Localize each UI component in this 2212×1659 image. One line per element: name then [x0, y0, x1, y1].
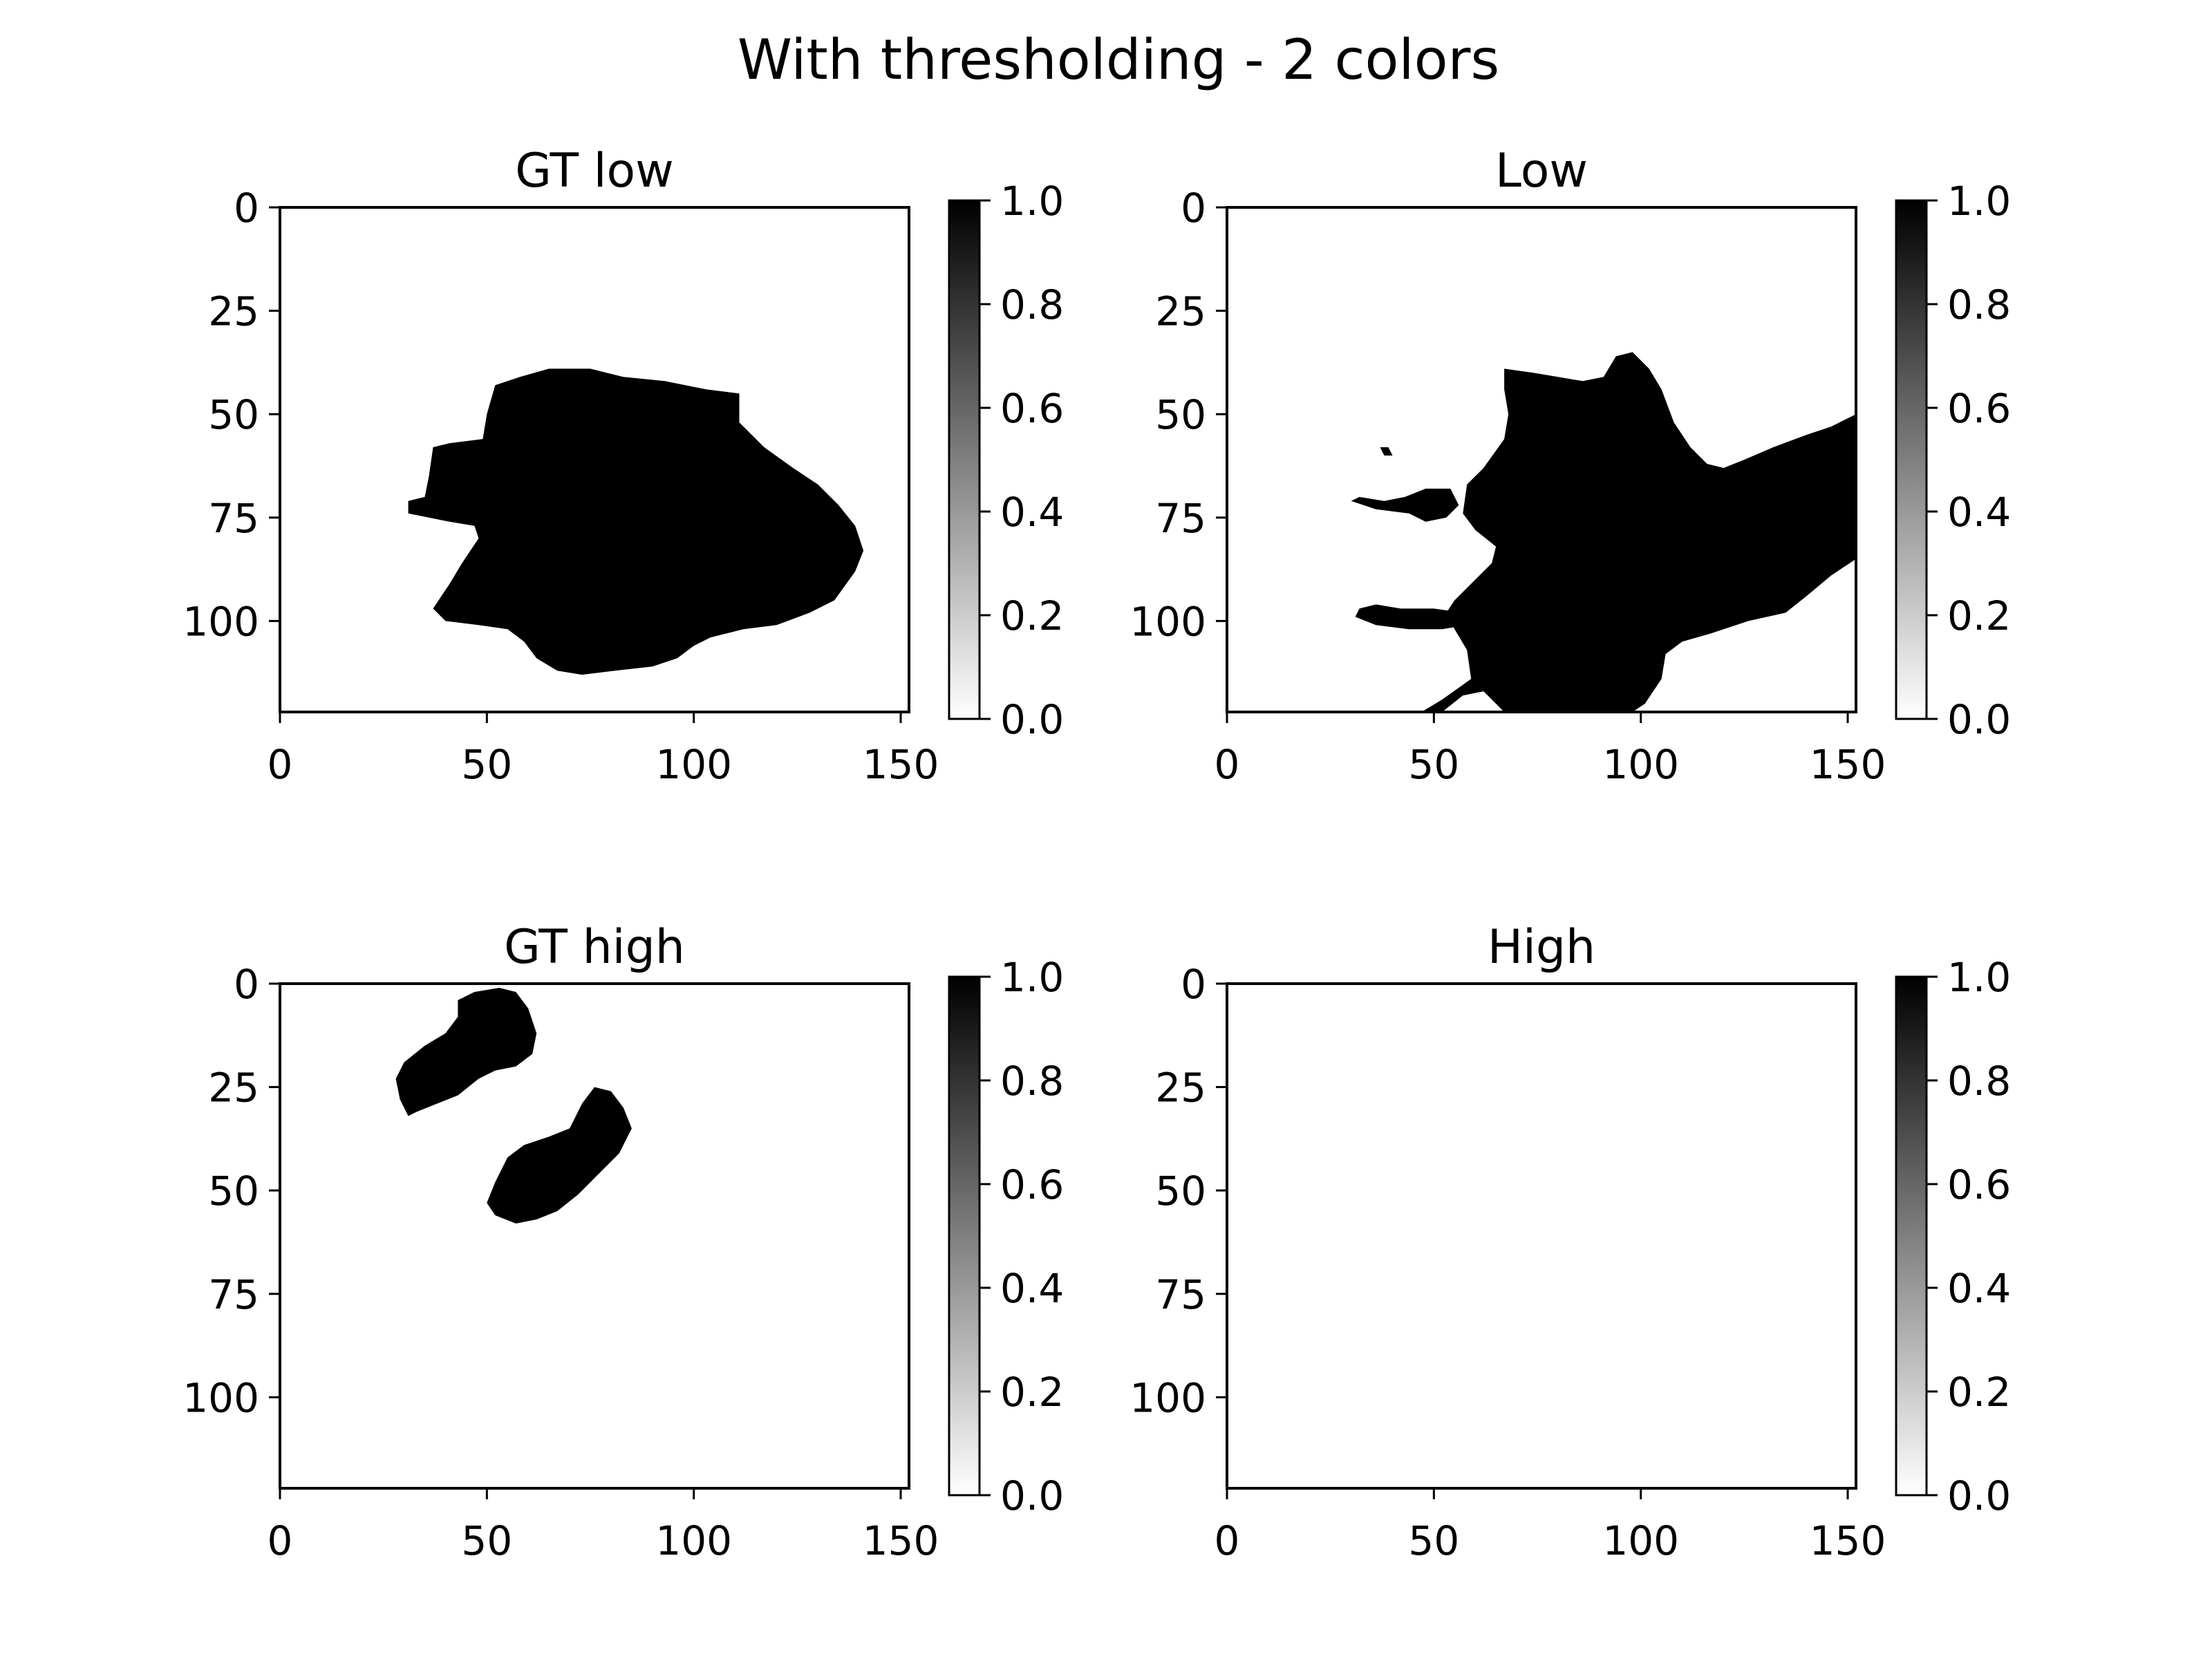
image-area: [280, 984, 909, 1488]
colorbar-tick-label: 0.8: [1000, 281, 1064, 328]
colorbar-tick-label: 1.0: [1000, 178, 1064, 225]
colorbar-frame: [1895, 975, 1928, 1497]
x-tick-label: 150: [863, 1517, 939, 1564]
y-tick-label: 50: [208, 391, 259, 438]
y-tick-label: 25: [208, 1065, 259, 1112]
colorbar-tick-label: 0.0: [1000, 696, 1064, 743]
y-tick-label: 25: [1155, 1065, 1206, 1112]
axes-frame: [279, 206, 910, 713]
mask-region: [1351, 488, 1459, 522]
panel-4: High 0 50 100 150 0 25 50 75 100 0.0 0.2 0.4 0.6 0.8 1.…: [1130, 920, 2011, 1564]
panel-title: Low: [1495, 144, 1588, 198]
y-tick-label: 50: [1155, 1168, 1206, 1215]
colorbar-tick-label: 0.0: [1947, 696, 2011, 743]
colorbar-tick-label: 0.2: [1000, 592, 1064, 639]
colorbar-tick-label: 0.0: [1000, 1472, 1064, 1519]
y-tick-label: 100: [1130, 598, 1206, 645]
mask-regions: [408, 368, 864, 675]
colorbar-tick-label: 0.6: [1000, 385, 1064, 432]
colorbar-tick-label: 0.6: [1947, 1161, 2011, 1208]
x-tick-label: 50: [1408, 741, 1459, 788]
colorbar-tick-label: 0.4: [1947, 1265, 2011, 1312]
colorbar: [949, 977, 980, 1495]
colorbar-tick-label: 0.4: [1000, 1265, 1064, 1312]
figure-title: With thresholding - 2 colors: [738, 28, 1499, 92]
x-tick-label: 50: [461, 741, 512, 788]
y-tick-label: 100: [1130, 1374, 1206, 1421]
x-tick-label: 100: [1602, 1517, 1679, 1564]
x-tick-label: 100: [1602, 741, 1679, 788]
colorbar: [1896, 977, 1927, 1495]
colorbar-tick-label: 1.0: [1947, 178, 2011, 225]
panel-1: GT low 0 50 100 150 0 25 50 75 100 0.0 0.2 0.4 0.6 0.8…: [182, 144, 1064, 788]
axes-frame: [1226, 206, 1857, 713]
mask-region: [408, 368, 864, 675]
y-tick-label: 50: [208, 1168, 259, 1215]
y-tick-label: 25: [208, 288, 259, 335]
x-tick-label: 100: [655, 1517, 732, 1564]
y-tick-label: 0: [234, 961, 259, 1008]
colorbar: [1896, 200, 1927, 719]
y-tick-label: 25: [1155, 288, 1206, 335]
colorbar-tick-label: 1.0: [1000, 954, 1064, 1001]
colorbar-tick-label: 0.0: [1947, 1472, 2011, 1519]
y-tick-label: 100: [182, 1374, 259, 1421]
mask-regions: [395, 988, 632, 1224]
colorbar-tick-label: 0.4: [1000, 489, 1064, 536]
x-tick-label: 0: [268, 1517, 293, 1564]
colorbar-tick-label: 0.2: [1947, 1369, 2011, 1416]
colorbar-tick-label: 0.8: [1947, 1058, 2011, 1105]
mask-region: [1421, 352, 1856, 712]
y-tick-label: 100: [182, 598, 259, 645]
y-tick-label: 0: [234, 185, 259, 232]
mask-region: [1380, 447, 1393, 456]
mask-region: [395, 988, 537, 1116]
y-tick-label: 0: [1181, 185, 1206, 232]
y-tick-label: 50: [1155, 391, 1206, 438]
colorbar-tick-label: 0.6: [1000, 1161, 1064, 1208]
panel-title: GT low: [515, 144, 674, 198]
y-tick-label: 75: [1155, 495, 1206, 542]
panel-3: GT high 0 50 100 150 0 25 50 75 100 0.0 0.2 0.4 0.6 0.…: [182, 920, 1064, 1564]
panel-title: GT high: [504, 920, 685, 975]
x-tick-label: 0: [1215, 1517, 1240, 1564]
colorbar-tick-label: 0.2: [1947, 592, 2011, 639]
x-tick-label: 50: [1408, 1517, 1459, 1564]
x-tick-label: 150: [1810, 1517, 1886, 1564]
y-tick-label: 75: [208, 495, 259, 542]
colorbar-frame: [948, 199, 981, 720]
x-tick-label: 50: [461, 1517, 512, 1564]
colorbar-tick-label: 0.2: [1000, 1369, 1064, 1416]
colorbar-frame: [1895, 199, 1928, 720]
panel-2: Low 0 50 100 150 0 25 50 75 100 0.0 0.2 0.4 0.6 0.8 1.0: [1130, 144, 2011, 788]
mask-regions: [1351, 352, 1856, 712]
colorbar-frame: [948, 975, 981, 1497]
x-tick-label: 0: [1215, 741, 1240, 788]
x-tick-label: 150: [1810, 741, 1886, 788]
image-area: [1227, 984, 1856, 1488]
mask-region: [1355, 604, 1468, 630]
colorbar-tick-label: 0.6: [1947, 385, 2011, 432]
axes-frame: [279, 982, 910, 1490]
y-tick-label: 0: [1181, 961, 1206, 1008]
x-tick-label: 150: [863, 741, 939, 788]
colorbar-tick-label: 1.0: [1947, 954, 2011, 1001]
panel-title: High: [1488, 920, 1595, 975]
axes-frame: [1226, 982, 1857, 1490]
y-tick-label: 75: [208, 1271, 259, 1318]
colorbar-tick-label: 0.8: [1947, 281, 2011, 328]
x-tick-label: 100: [655, 741, 732, 788]
colorbar-tick-label: 0.8: [1000, 1058, 1064, 1105]
mask-region: [487, 1087, 632, 1224]
panels-container: GT low 0 50 100 150 0 25 50 75 100 0.0 0.2 0.4 0.6 0.8…: [182, 144, 2011, 1564]
colorbar-tick-label: 0.4: [1947, 489, 2011, 536]
colorbar: [949, 200, 980, 719]
y-tick-label: 75: [1155, 1271, 1206, 1318]
x-tick-label: 0: [268, 741, 293, 788]
